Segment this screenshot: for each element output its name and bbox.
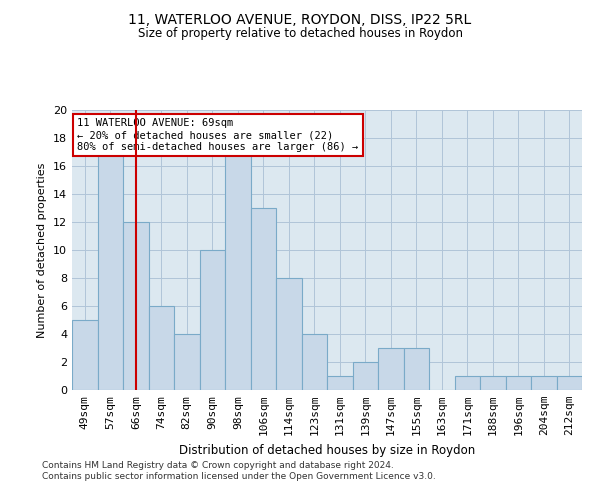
Bar [531,376,557,390]
Bar [251,208,276,390]
Bar [123,222,149,390]
Bar [327,376,353,390]
Text: 11 WATERLOO AVENUE: 69sqm
← 20% of detached houses are smaller (22)
80% of semi-: 11 WATERLOO AVENUE: 69sqm ← 20% of detac… [77,118,358,152]
Bar [378,348,404,390]
Text: Size of property relative to detached houses in Roydon: Size of property relative to detached ho… [137,28,463,40]
Text: Contains public sector information licensed under the Open Government Licence v3: Contains public sector information licen… [42,472,436,481]
Bar [97,152,123,390]
Bar [505,376,531,390]
Bar [455,376,480,390]
Bar [302,334,327,390]
Bar [72,320,97,390]
Bar [557,376,582,390]
Bar [174,334,199,390]
Bar [149,306,174,390]
Text: Contains HM Land Registry data © Crown copyright and database right 2024.: Contains HM Land Registry data © Crown c… [42,460,394,469]
X-axis label: Distribution of detached houses by size in Roydon: Distribution of detached houses by size … [179,444,475,456]
Bar [353,362,378,390]
Y-axis label: Number of detached properties: Number of detached properties [37,162,47,338]
Bar [404,348,429,390]
Text: 11, WATERLOO AVENUE, ROYDON, DISS, IP22 5RL: 11, WATERLOO AVENUE, ROYDON, DISS, IP22 … [128,12,472,26]
Bar [225,152,251,390]
Bar [480,376,505,390]
Bar [276,278,302,390]
Bar [199,250,225,390]
